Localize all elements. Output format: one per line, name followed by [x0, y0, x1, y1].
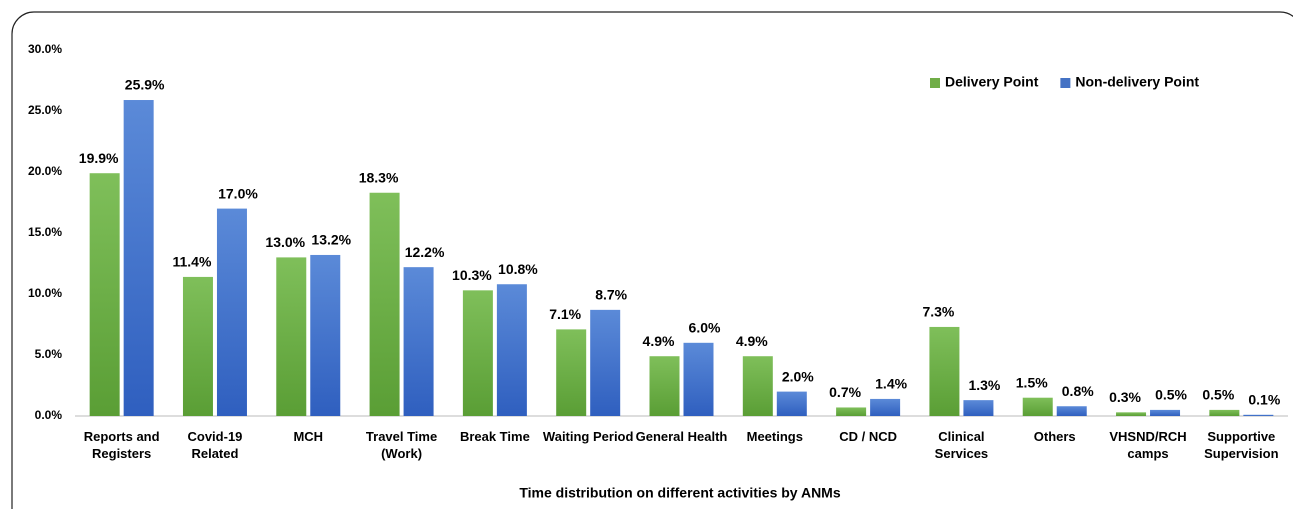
bar: [1243, 414, 1274, 416]
bar: [556, 329, 587, 416]
bar: [89, 173, 120, 416]
data-label: 18.3%: [359, 169, 399, 185]
data-label: 0.3%: [1109, 389, 1141, 405]
chart-border: [11, 11, 1293, 509]
data-label: 13.0%: [265, 234, 305, 250]
bar: [1056, 406, 1087, 416]
x-tick-label: Travel Time (Work): [365, 429, 438, 461]
x-axis-title: Time distribution on different activitie…: [519, 485, 840, 501]
data-label: 1.4%: [875, 376, 907, 392]
bar: [403, 267, 434, 416]
bar: [1209, 409, 1240, 416]
data-label: 17.0%: [218, 185, 258, 201]
bar: [963, 400, 994, 416]
data-label: 7.3%: [922, 304, 954, 320]
x-tick-label: Covid-19 Related: [187, 429, 243, 461]
bar: [1150, 409, 1181, 416]
y-tick-label: 5.0%: [35, 347, 63, 361]
bar: [276, 257, 307, 416]
x-tick-label: Others: [1033, 429, 1076, 444]
bar: [310, 254, 341, 416]
bar: [216, 208, 247, 416]
x-tick-label: Meetings: [746, 429, 803, 444]
x-tick-label: VHSND/RCH camps: [1109, 429, 1187, 461]
data-label: 0.5%: [1155, 387, 1187, 403]
data-label: 4.9%: [736, 333, 768, 349]
x-tick-label: General Health: [635, 429, 728, 444]
bar: [369, 192, 400, 416]
data-label: 0.1%: [1248, 391, 1280, 407]
bar: [1022, 397, 1053, 416]
y-tick-label: 30.0%: [28, 42, 62, 56]
legend-label: Delivery Point: [945, 74, 1039, 90]
data-label: 12.2%: [405, 244, 445, 260]
bar: [776, 391, 807, 416]
y-tick-label: 20.0%: [28, 164, 62, 178]
bar: [123, 100, 154, 417]
data-label: 6.0%: [689, 320, 721, 336]
bar: [182, 276, 213, 416]
bar: [870, 398, 901, 416]
bar: [929, 326, 960, 416]
x-tick-label: Reports and Registers: [83, 429, 160, 461]
data-label: 11.4%: [172, 254, 211, 270]
data-label: 8.7%: [595, 287, 627, 303]
x-tick-label: Clinical Services: [934, 429, 989, 461]
legend-swatch: [930, 78, 940, 88]
bar: [462, 290, 493, 416]
bar: [683, 342, 714, 416]
data-label: 10.8%: [498, 261, 538, 277]
legend-swatch: [1060, 78, 1071, 88]
data-label: 0.8%: [1062, 383, 1094, 399]
data-label: 25.9%: [125, 77, 165, 93]
x-tick-label: CD / NCD: [839, 429, 897, 444]
x-tick-label: MCH: [293, 429, 324, 444]
data-label: 0.7%: [829, 384, 861, 400]
data-label: 1.3%: [968, 377, 1000, 393]
bar: [590, 309, 621, 416]
bar: [649, 356, 680, 416]
data-label: 13.2%: [311, 232, 351, 248]
data-label: 7.1%: [549, 306, 581, 322]
y-tick-label: 15.0%: [28, 225, 62, 239]
data-label: 19.9%: [79, 150, 119, 166]
y-tick-label: 25.0%: [28, 103, 62, 117]
bar: [1116, 412, 1147, 416]
x-tick-label: Supportive Supervision: [1204, 429, 1279, 461]
data-label: 4.9%: [643, 333, 675, 349]
data-label: 1.5%: [1016, 374, 1048, 390]
y-tick-label: 10.0%: [28, 286, 62, 300]
data-label: 2.0%: [782, 368, 814, 384]
y-tick-label: 0.0%: [35, 408, 63, 422]
data-label: 10.3%: [452, 267, 492, 283]
x-tick-label: Break Time: [459, 429, 530, 444]
bar: [742, 356, 773, 416]
x-tick-label: Waiting Period: [542, 429, 634, 444]
legend-label: Non-delivery Point: [1075, 74, 1199, 90]
data-label: 0.5%: [1202, 387, 1234, 403]
bar: [836, 407, 867, 416]
bar: [496, 284, 527, 416]
